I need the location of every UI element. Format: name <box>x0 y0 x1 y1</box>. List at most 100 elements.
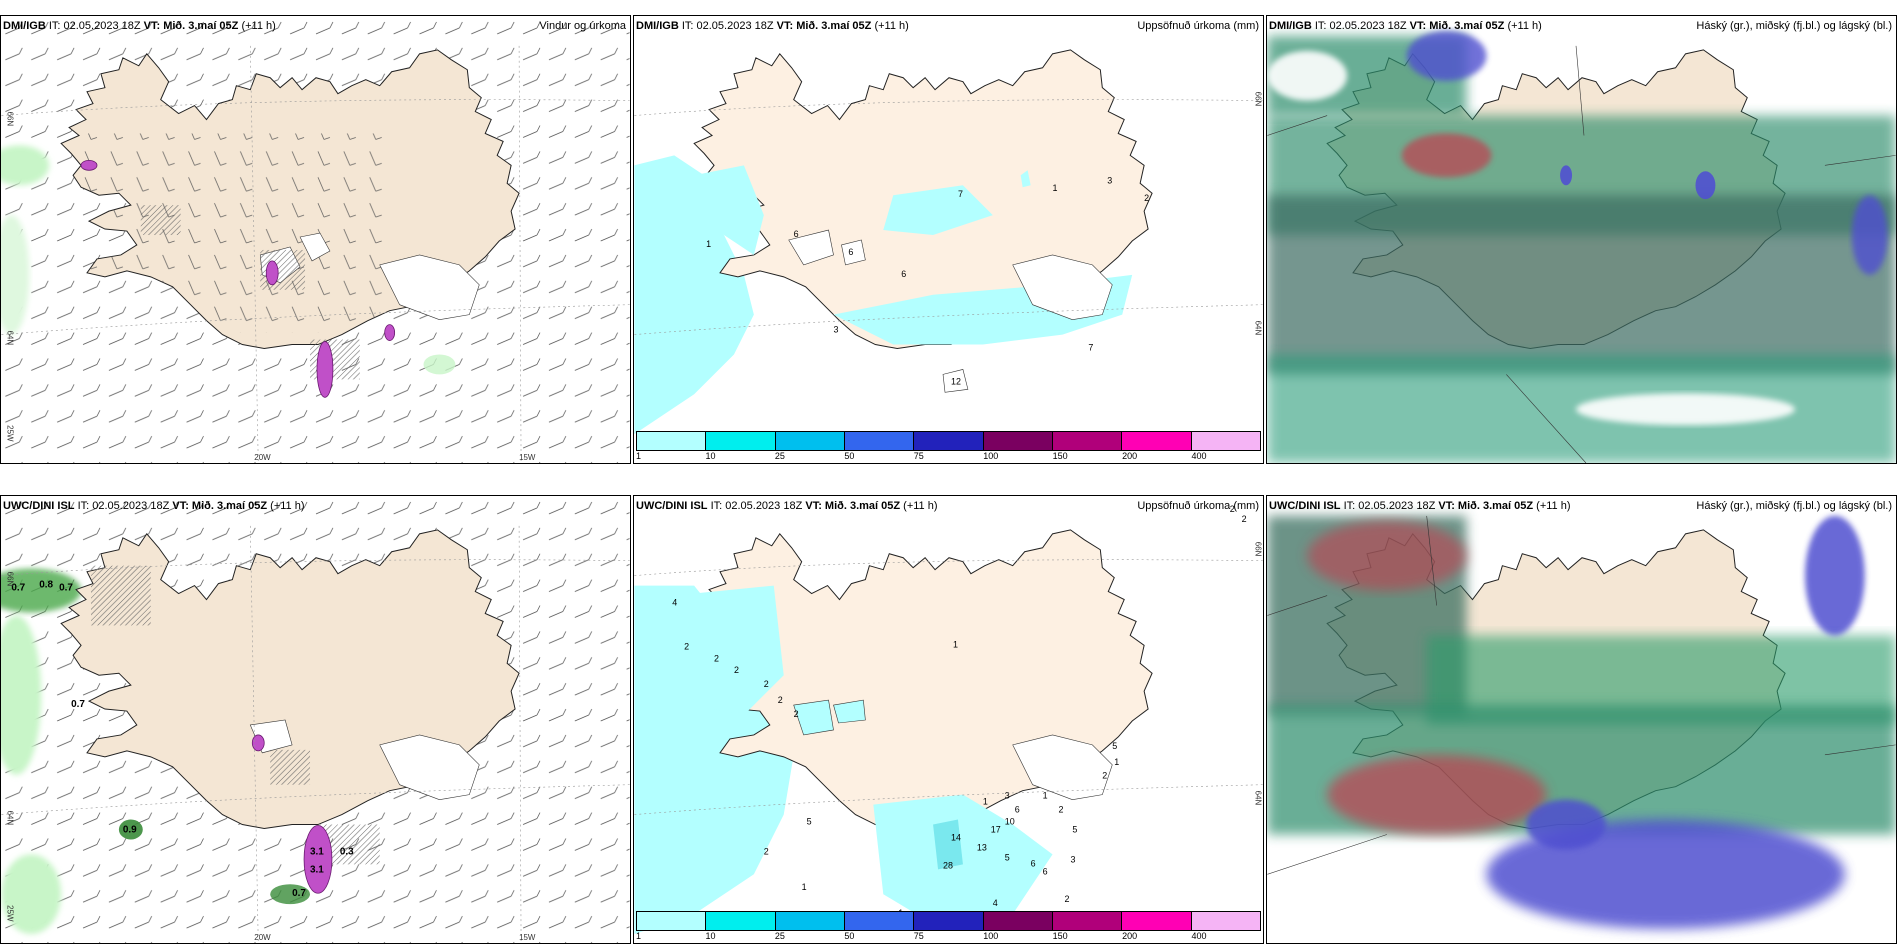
valid-time: VT: Mið. 3.maí 05Z <box>1438 500 1534 512</box>
colorbar-tick-label: 150 <box>1052 451 1068 461</box>
panel-uwc-cloud: UWC/DINI ISL IT: 02.05.2023 18Z VT: Mið.… <box>1266 495 1897 944</box>
precip-label: 12 <box>951 376 961 386</box>
lat-64-label: 64N <box>1254 321 1263 336</box>
colorbar-tick-label: 25 <box>774 931 785 941</box>
init-time: IT: 02.05.2023 18Z <box>48 20 141 32</box>
precip-label: 28 <box>943 860 953 870</box>
lat-66-label: 66N <box>1254 92 1263 107</box>
lon-15-label: 15W <box>519 453 536 462</box>
panel-uwc-wind: UWC/DINI ISL IT: 02.05.2023 18Z VT: Mið.… <box>0 495 631 944</box>
lat-66-label: 66N <box>5 112 14 127</box>
model-name: UWC/DINI ISL <box>636 500 708 512</box>
precip-label: 13 <box>977 842 987 852</box>
map-wind: 0.7 0.8 0.7 0.7 0.9 3.1 3.1 0.3 0.7 66N … <box>1 496 630 943</box>
colorbar-swatch <box>1122 432 1192 450</box>
colorbar <box>636 431 1261 451</box>
lon-25-label: 25W <box>5 905 14 922</box>
colorbar-tick-label: 75 <box>913 931 924 941</box>
lead-time: (+11 h) <box>270 500 305 512</box>
lead-time: (+11 h) <box>1536 500 1571 512</box>
lon-20-label: 20W <box>254 453 271 462</box>
wind-label: 0.9 <box>123 824 137 835</box>
panel-header: DMI/IGB IT: 02.05.2023 18Z VT: Mið. 3.ma… <box>636 20 1259 32</box>
model-name: UWC/DINI ISL <box>1269 500 1341 512</box>
precip-label: 5 <box>807 817 812 827</box>
map-precip: 1 6 6 6 7 1 3 2 3 12 7 66N 64N <box>634 49 1263 435</box>
map-cloud <box>1267 30 1896 463</box>
colorbar-swatch <box>1052 912 1123 930</box>
colorbar-tick-label: 150 <box>1052 931 1068 941</box>
init-time: IT: 02.05.2023 18Z <box>1343 500 1436 512</box>
valid-time: VT: Mið. 3.maí 05Z <box>172 500 268 512</box>
colorbar-labels: 1 10 25 50 75 100 150 200 400 <box>636 451 1261 463</box>
wind-label: 0.8 <box>39 580 53 591</box>
model-name: UWC/DINI ISL <box>3 500 75 512</box>
valid-time: VT: Mið. 3.maí 05Z <box>776 20 872 32</box>
colorbar-swatch <box>983 432 1053 450</box>
precip-label: 3 <box>834 325 839 335</box>
colorbar-swatch <box>914 912 984 930</box>
wind-label: 3.1 <box>310 846 324 857</box>
valid-time: VT: Mið. 3.maí 05Z <box>1409 20 1505 32</box>
panel-header: UWC/DINI ISL IT: 02.05.2023 18Z VT: Mið.… <box>3 500 626 512</box>
precip-label: 2 <box>764 679 769 689</box>
precip-label: 6 <box>901 269 906 279</box>
precip-label: 2 <box>684 641 689 651</box>
init-time: IT: 02.05.2023 18Z <box>1314 20 1407 32</box>
precip-label: 14 <box>951 832 961 842</box>
precip-label: 2 <box>1059 805 1064 815</box>
init-time: IT: 02.05.2023 18Z <box>681 20 774 32</box>
precip-label: 3 <box>1070 854 1075 864</box>
precip-label: 2 <box>1102 771 1107 781</box>
precip-label: 7 <box>1088 343 1093 353</box>
model-name: DMI/IGB <box>3 20 46 32</box>
init-time: IT: 02.05.2023 18Z <box>710 500 803 512</box>
colorbar-swatch <box>844 912 915 930</box>
precip-label: 6 <box>848 247 853 257</box>
wind-label: 0.7 <box>292 888 306 899</box>
lat-66-label: 66N <box>5 572 14 587</box>
colorbar-tick-label: 25 <box>774 451 785 461</box>
precip-label: 2 <box>794 709 799 719</box>
colorbar-tick-label: 400 <box>1191 931 1207 941</box>
valid-time: VT: Mið. 3.maí 05Z <box>143 20 239 32</box>
panel-title: Uppsöfnuð úrkoma (mm) <box>1137 20 1259 32</box>
map-precip: 2 2 4 2 2 2 2 2 2 1 5 1 3 2 1 4 5 6 5 3 … <box>634 504 1263 935</box>
precip-label: 2 <box>1230 504 1235 514</box>
model-name: DMI/IGB <box>1269 20 1312 32</box>
lon-15-label: 15W <box>519 933 536 942</box>
precip-label: 5 <box>1005 852 1010 862</box>
colorbar-tick-label: 50 <box>844 931 855 941</box>
wind-label: 0.7 <box>59 583 73 594</box>
panel-dmi-precip: DMI/IGB IT: 02.05.2023 18Z VT: Mið. 3.ma… <box>633 15 1264 464</box>
colorbar-swatch <box>706 432 776 450</box>
lon-20-label: 20W <box>254 933 271 942</box>
colorbar-swatch <box>1191 912 1260 930</box>
colorbar-swatch <box>706 912 776 930</box>
colorbar-swatch <box>1122 912 1192 930</box>
colorbar-labels: 1 10 25 50 75 100 150 200 400 <box>636 931 1261 943</box>
init-time: IT: 02.05.2023 18Z <box>77 500 170 512</box>
precip-label: 1 <box>1053 183 1058 193</box>
precip-label: 10 <box>1005 817 1015 827</box>
panel-header: UWC/DINI ISL IT: 02.05.2023 18Z VT: Mið.… <box>1269 500 1892 512</box>
panel-header: DMI/IGB IT: 02.05.2023 18Z VT: Mið. 3.ma… <box>1269 20 1892 32</box>
precip-label: 1 <box>1043 791 1048 801</box>
precip-label: 2 <box>1144 193 1149 203</box>
lead-time: (+11 h) <box>1507 20 1542 32</box>
precip-label: 1 <box>1114 757 1119 767</box>
precip-label: 7 <box>958 189 963 199</box>
colorbar <box>636 911 1261 931</box>
precip-label: 2 <box>1064 894 1069 904</box>
colorbar-swatch <box>637 912 707 930</box>
colorbar-tick-label: 10 <box>705 451 716 461</box>
panel-title: Vindur og úrkoma <box>539 20 626 32</box>
precip-label: 2 <box>764 846 769 856</box>
lat-64-label: 64N <box>5 811 14 826</box>
precip-label: 1 <box>706 239 711 249</box>
colorbar-tick-label: 1 <box>636 451 642 461</box>
precip-label: 3 <box>1107 175 1112 185</box>
colorbar-swatch <box>637 432 707 450</box>
colorbar-tick-label: 200 <box>1122 451 1138 461</box>
precip-label: 1 <box>953 639 958 649</box>
